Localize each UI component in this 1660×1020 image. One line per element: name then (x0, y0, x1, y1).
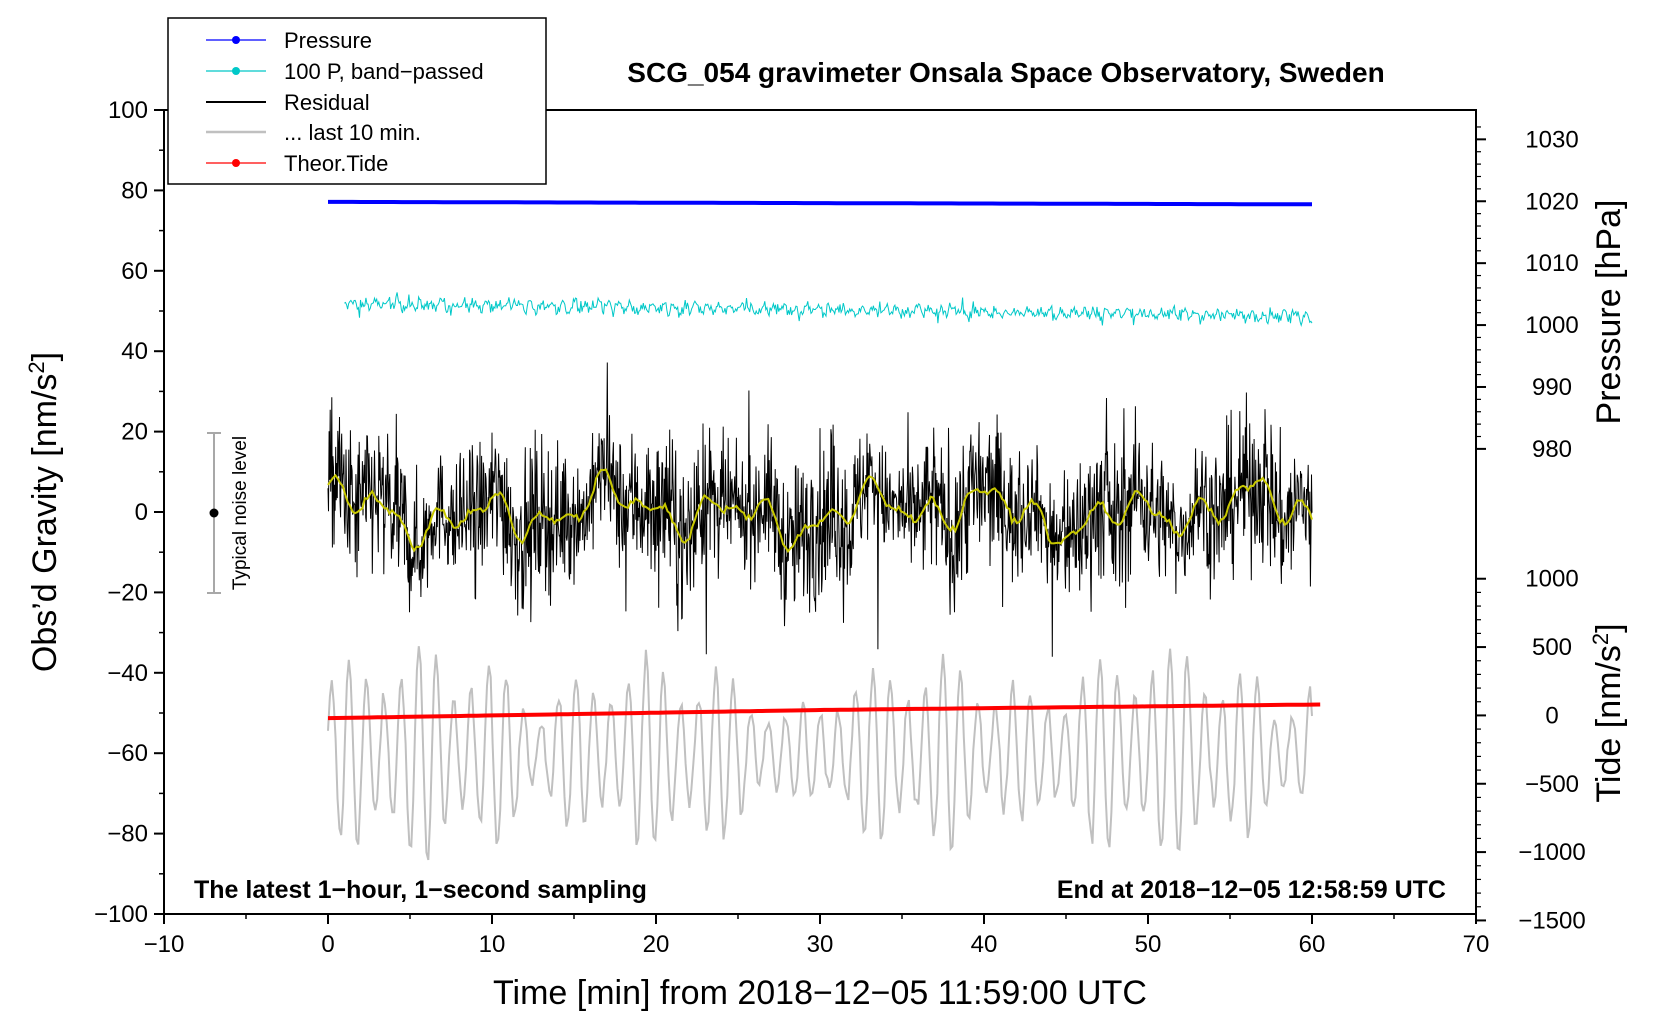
y-tick-label: −20 (107, 579, 148, 606)
smoothed-residual-line (327, 468, 1313, 554)
y-axis-title-tide: Tide [nm/s2] (1588, 623, 1628, 802)
x-tick-label: 20 (643, 931, 670, 958)
y-tick-label: 100 (108, 97, 148, 124)
legend-label-last-10-min: ... last 10 min. (284, 120, 421, 145)
legend-label-band-passed: 100 P, band−passed (284, 59, 484, 84)
pressure-tick-label: 990 (1532, 374, 1572, 401)
y-tick-label: −100 (94, 901, 148, 928)
noise-level-label: Typical noise level (230, 436, 251, 590)
legend-entry-residual: Residual (206, 90, 370, 115)
noise-level-indicator: Typical noise level (207, 432, 251, 594)
chart-title: SCG_054 gravimeter Onsala Space Observat… (627, 57, 1384, 88)
pressure-tick-label: 1020 (1525, 188, 1578, 215)
last-10-min-series (327, 646, 1313, 861)
pressure-series (328, 199, 1312, 207)
tide-line (327, 702, 1321, 721)
x-tick-label: 50 (1135, 931, 1162, 958)
tide-tick-label: 0 (1545, 702, 1558, 729)
tide-tick-label: 500 (1532, 634, 1572, 661)
y-tick-label: −60 (107, 740, 148, 767)
annotation-end-time: End at 2018−12−05 12:58:59 UTC (1057, 876, 1446, 904)
y-tick-label: 20 (121, 419, 148, 446)
x-axis-title: Time [min] from 2018−12−05 11:59:00 UTC (493, 974, 1147, 1012)
last-10-min-line (327, 646, 1313, 861)
legend-label-residual: Residual (284, 90, 370, 115)
x-tick-label: 60 (1299, 931, 1326, 958)
y-axis-pressure: 980 990 1000 1010 1020 1030 (1476, 126, 1579, 463)
x-tick-label: 40 (971, 931, 998, 958)
x-tick-label: 70 (1463, 931, 1490, 958)
y-axis-title-gravity: Obs’d Gravity [nm/s2] (24, 352, 64, 672)
y-tick-label: 40 (121, 338, 148, 365)
band-passed-line (344, 292, 1313, 328)
legend-entry-pressure: Pressure (206, 28, 372, 53)
y-tick-label: −80 (107, 821, 148, 848)
annotation-sampling: The latest 1−hour, 1−second sampling (194, 876, 647, 904)
theoretical-tide-series (327, 702, 1321, 721)
tide-tick-label: −1000 (1518, 839, 1585, 866)
band-passed-pressure-series (344, 292, 1313, 328)
x-axis: −10 0 10 20 30 40 50 60 70 (144, 914, 1490, 958)
y-tick-label: 60 (121, 258, 148, 285)
y-tick-label: 80 (121, 177, 148, 204)
x-tick-label: 30 (807, 931, 834, 958)
x-tick-label: −10 (144, 931, 185, 958)
pressure-tick-label: 1010 (1525, 250, 1578, 277)
tide-tick-label: −1500 (1518, 907, 1585, 934)
legend-label-theor-tide: Theor.Tide (284, 151, 388, 176)
pressure-tick-label: 1000 (1525, 312, 1578, 339)
pressure-tick-label: 980 (1532, 436, 1572, 463)
y-axis-title-pressure: Pressure [hPa] (1590, 200, 1628, 425)
x-tick-label: 0 (321, 931, 334, 958)
tide-tick-label: −500 (1525, 771, 1579, 798)
y-tick-label: 0 (135, 499, 148, 526)
pressure-tick-label: 1030 (1525, 126, 1578, 153)
legend-entry-theor-tide: Theor.Tide (206, 151, 388, 176)
residual-line (327, 362, 1313, 657)
pressure-line (328, 199, 1312, 207)
noise-bar-dot (209, 508, 219, 518)
y-tick-label: −40 (107, 660, 148, 687)
y-axis-gravity: −100 −80 −60 −40 −20 0 20 40 60 80 100 (94, 97, 164, 928)
legend-label-pressure: Pressure (284, 28, 372, 53)
residual-series (327, 362, 1313, 657)
smoothed-residual-series (327, 468, 1313, 554)
legend-entry-band-passed: 100 P, band−passed (206, 59, 484, 84)
legend: Pressure 100 P, band−passed Residual ...… (167, 17, 547, 185)
x-tick-label: 10 (479, 931, 506, 958)
legend-entry-last-10-min: ... last 10 min. (206, 120, 421, 145)
tide-tick-label: 1000 (1525, 566, 1578, 593)
y-axis-tide: −1500 −1000 −500 0 500 1000 (1476, 566, 1586, 934)
